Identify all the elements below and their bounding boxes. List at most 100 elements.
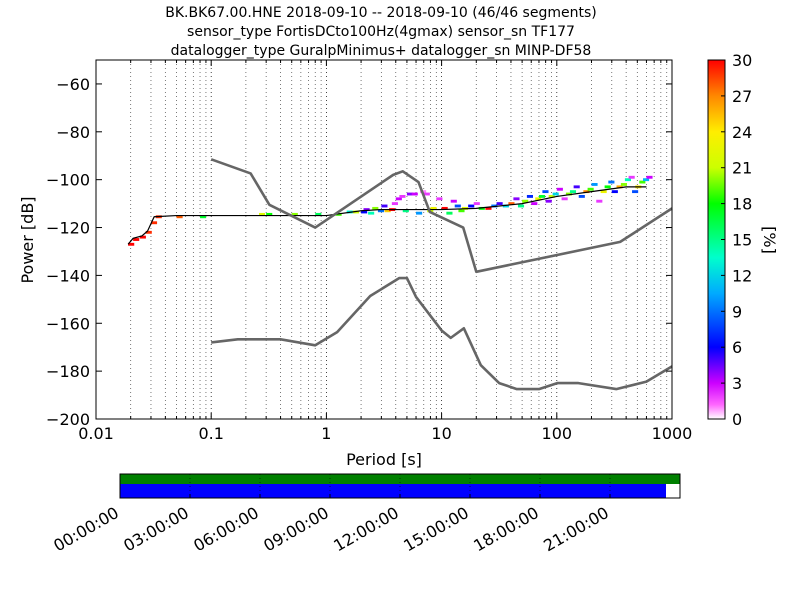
colorbar-label: [%] xyxy=(760,226,779,254)
timeline-tick-label: 00:00:00 xyxy=(50,503,122,555)
psd-cell xyxy=(368,211,375,215)
psd-cell xyxy=(454,204,461,208)
x-axis-ticks: 0.01 0.1 1 10 100 1000 xyxy=(78,60,692,443)
psd-cell xyxy=(596,199,603,203)
colorbar-tick-label: 30 xyxy=(732,51,752,70)
psd-cell xyxy=(522,199,529,203)
psd-cell xyxy=(402,209,409,213)
y-axis-label: Power [dB] xyxy=(18,196,37,283)
colorbar-tick-label: 12 xyxy=(732,266,752,285)
y-tick-label: −60 xyxy=(56,75,90,94)
psd-cell xyxy=(441,206,448,210)
psd-cell xyxy=(639,180,646,184)
timeline-frame xyxy=(119,473,681,499)
psd-cell xyxy=(436,197,443,201)
psd-cell xyxy=(561,197,568,201)
plot-frame xyxy=(95,59,673,420)
colorbar-tick-label: 27 xyxy=(732,87,752,106)
psd-cell xyxy=(176,215,183,219)
chart-title-line-3: datalogger_type GuralpMinimus+ datalogge… xyxy=(171,43,592,59)
psd-cell xyxy=(624,178,632,182)
psd-cell xyxy=(399,194,406,198)
colorbar-tick-label: 24 xyxy=(732,123,752,142)
psd-cell xyxy=(430,206,437,210)
colorbar-tick-label: 15 xyxy=(732,231,752,250)
psd-cell xyxy=(377,209,385,213)
psd-cell xyxy=(552,192,559,196)
psd-cell xyxy=(542,190,549,194)
psd-cell xyxy=(620,183,628,186)
psd-cell xyxy=(372,206,379,210)
psd-cell xyxy=(608,180,615,184)
y-tick-label: −80 xyxy=(56,123,90,142)
colorbar-ticks: 0 3 6 9 12 15 18 21 24 27 30 xyxy=(721,51,752,429)
chart-title-line-1: BK.BK67.00.HNE 2018-09-10 -- 2018-09-10 … xyxy=(165,5,596,21)
psd-cell xyxy=(446,211,453,215)
y-tick-label: −140 xyxy=(46,266,90,285)
colorbar-tick-label: 6 xyxy=(732,338,742,357)
psd-cell xyxy=(406,192,414,196)
x-tick-label: 0.1 xyxy=(198,424,223,443)
psd-cell xyxy=(548,194,555,198)
psd-cell xyxy=(496,202,503,206)
psd-cell xyxy=(266,212,273,216)
psd-cell xyxy=(517,204,525,208)
psd-cell xyxy=(573,185,580,189)
psd-cell xyxy=(468,204,475,208)
x-axis-label: Period [s] xyxy=(346,450,422,469)
psd-cell xyxy=(361,210,368,214)
x-tick-label: 1 xyxy=(321,424,331,443)
psd-cell xyxy=(556,187,563,191)
y-tick-label: −160 xyxy=(46,314,90,333)
psd-cell xyxy=(259,212,266,216)
psd-cell xyxy=(133,238,140,241)
psd-cell xyxy=(508,202,515,206)
timeline-tick-label: 03:00:00 xyxy=(120,503,192,555)
x-tick-label: 1000 xyxy=(652,424,693,443)
psd-cell xyxy=(646,175,653,179)
colorbar-tick-label: 21 xyxy=(732,159,752,178)
psd-cell xyxy=(363,208,370,212)
psd-cell xyxy=(632,190,639,194)
psd-cell xyxy=(395,197,402,201)
x-tick-label: 100 xyxy=(542,424,573,443)
x-tick-label: 10 xyxy=(431,424,451,443)
timeline-grid xyxy=(119,474,611,498)
psd-cell xyxy=(604,185,611,189)
colorbar-tick-label: 9 xyxy=(732,302,742,321)
low-noise-model xyxy=(211,276,673,391)
y-tick-label: −100 xyxy=(46,171,90,190)
psd-cell xyxy=(458,209,465,213)
psd-cell xyxy=(381,204,388,208)
psd-cell xyxy=(565,192,573,196)
timeline-tick-labels: 00:00:0003:00:0006:00:0009:00:0012:00:00… xyxy=(50,503,612,555)
psd-cell xyxy=(628,175,635,179)
psd-cell xyxy=(591,183,598,186)
psd-cell xyxy=(128,242,135,246)
plot-area: 0.01 0.1 1 10 100 1000 −200 −180 −160 −140 −120 −1… xyxy=(18,59,692,469)
psd-cell xyxy=(569,190,577,194)
psd-cell xyxy=(600,190,607,194)
x-tick-label: 0.01 xyxy=(78,424,114,443)
timeline-tick-label: 09:00:00 xyxy=(260,503,332,555)
timeline-tick-label: 12:00:00 xyxy=(330,503,402,555)
psd-cell xyxy=(526,194,534,198)
psd-cell xyxy=(538,194,546,198)
psd-cell xyxy=(531,202,538,206)
psd-cell xyxy=(642,178,650,182)
psd-mode-line xyxy=(127,186,647,245)
timeline-tick-label: 18:00:00 xyxy=(470,503,542,555)
chart-title-line-2: sensor_type FortisDCto100Hz(4gmax) senso… xyxy=(187,24,575,40)
psd-cell xyxy=(416,211,423,215)
psd-cell xyxy=(513,197,520,201)
psd-cell xyxy=(485,206,492,210)
high-noise-model xyxy=(210,158,673,274)
colorbar-tick-label: 0 xyxy=(732,410,742,429)
y-tick-label: −200 xyxy=(46,410,90,429)
psd-cell xyxy=(200,215,207,219)
psd-cell xyxy=(391,202,398,206)
y-tick-label: −120 xyxy=(46,219,90,238)
y-axis-ticks: −200 −180 −160 −140 −120 −100 −80 −60 xyxy=(46,75,672,429)
psd-cell xyxy=(423,192,430,196)
